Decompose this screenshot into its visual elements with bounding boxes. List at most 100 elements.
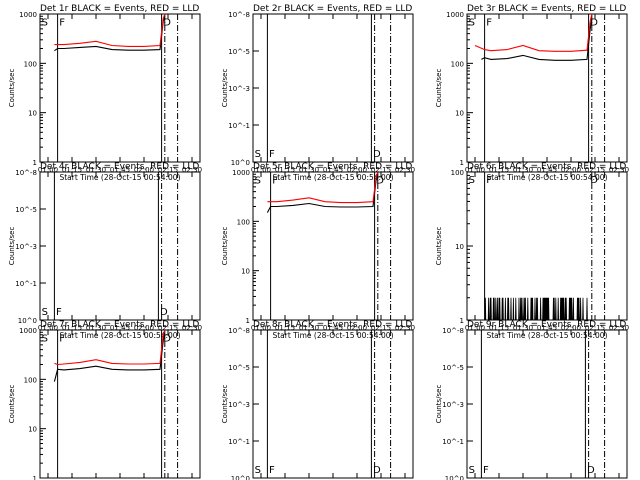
x-axis-label: Start Time (28-Oct-15 00:54:00) (486, 331, 607, 340)
plot-frame (466, 13, 628, 163)
y-axis-label: Counts/sec (221, 227, 229, 266)
y-tick-label: 10^0 (231, 159, 250, 167)
x-tick-label: 01:30 (86, 166, 106, 174)
x-tick-label: 02:00 (347, 166, 367, 174)
x-tick-label: 02:00 (561, 324, 581, 332)
y-tick-label: 10^-5 (228, 364, 250, 372)
chart-title: Det 7r BLACK = Events, RED = LLD (40, 320, 199, 330)
chart-title: Det 8r BLACK = Events, RED = LLD (253, 320, 412, 330)
x-tick-label: 01:45 (323, 166, 343, 174)
marker-s: S (255, 149, 261, 160)
x-tick-label: 01:15 (62, 166, 82, 174)
marker-f: F (272, 176, 278, 187)
x-tick-label: 02:30 (182, 166, 202, 174)
y-tick-label: 10^-3 (228, 85, 250, 93)
x-tick-label: 02:15 (585, 166, 605, 174)
x-tick-label: 02:15 (158, 166, 178, 174)
x-axis-label: Start Time (28-Oct-15 00:54:00) (59, 331, 180, 340)
x-tick-label: 01:30 (513, 324, 533, 332)
plot-frame (252, 171, 414, 321)
x-tick-label: 01:30 (86, 324, 106, 332)
y-axis-label: Counts/sec (435, 69, 443, 108)
plot-frame (39, 13, 201, 163)
y-tick-label: 1000 (19, 11, 37, 19)
marker-s: S (42, 334, 48, 345)
y-axis-label: Counts/sec (8, 227, 16, 266)
y-tick-label: 10^-3 (228, 401, 250, 409)
series-line-lld (267, 171, 379, 204)
x-tick-label: 01:30 (513, 166, 533, 174)
x-tick-label: 01:15 (489, 324, 509, 332)
series-line-lld (54, 13, 166, 47)
y-tick-label: 10 (28, 110, 37, 118)
y-tick-label: 10^-5 (15, 206, 37, 214)
chart-panel-2: Det 2r BLACK = Events, RED = LLD 01:00 01:… (221, 4, 415, 182)
y-tick-label: 10^-8 (442, 327, 464, 335)
marker-s: S (42, 18, 48, 29)
y-axis-label: Counts/sec (435, 385, 443, 424)
y-axis-label: Counts/sec (221, 385, 229, 424)
x-tick-label: 02:15 (585, 324, 605, 332)
marker-f: F (483, 465, 489, 476)
y-tick-label: 10 (28, 426, 37, 434)
y-axis-label: Counts/sec (221, 69, 229, 108)
x-tick-label: 01:15 (489, 166, 509, 174)
plot-frame (252, 13, 414, 163)
x-tick-label: 01:00 (251, 166, 271, 174)
series-line-events (53, 334, 166, 382)
y-tick-label: 100 (237, 218, 250, 226)
chart-title: Det 1r BLACK = Events, RED = LLD (40, 4, 199, 14)
series-line-events (481, 18, 593, 61)
y-tick-label: 10^0 (231, 475, 250, 480)
chart-title: Det 2r BLACK = Events, RED = LLD (253, 4, 412, 14)
x-tick-label: 01:30 (299, 324, 319, 332)
x-tick-label: 02:30 (395, 324, 415, 332)
x-tick-label: 01:15 (275, 324, 295, 332)
marker-s: S (469, 18, 475, 29)
x-tick-label: 02:00 (561, 166, 581, 174)
x-tick-label: 01:00 (251, 324, 271, 332)
marker-s: S (469, 175, 475, 186)
marker-f: F (56, 307, 62, 318)
y-axis-label: Counts/sec (8, 385, 16, 424)
x-tick-label: 01:30 (299, 166, 319, 174)
y-tick-label: 100 (24, 376, 37, 384)
x-tick-label: 02:00 (134, 166, 154, 174)
y-tick-label: 10^-5 (228, 48, 250, 56)
y-axis-label: Counts/sec (435, 227, 443, 266)
x-tick-label: 01:00 (465, 166, 485, 174)
marker-f: F (59, 334, 65, 345)
y-tick-label: 10^-8 (228, 327, 250, 335)
y-tick-label: 10^-8 (228, 11, 250, 19)
y-tick-label: 10 (455, 243, 464, 251)
chart-panel-1: Det 1r BLACK = Events, RED = LLD 01:00 01:… (8, 4, 202, 182)
x-axis-label: Start Time (28-Oct-15 00:54:00) (272, 331, 393, 340)
x-tick-label: 02:30 (609, 324, 629, 332)
x-tick-label: 01:45 (323, 324, 343, 332)
y-tick-label: 1 (33, 159, 37, 167)
marker-f: F (269, 149, 275, 160)
y-tick-label: 1000 (446, 11, 464, 19)
chart-title: Det 6r BLACK = Events, RED = LLD (467, 162, 626, 172)
x-tick-label: 01:45 (110, 324, 130, 332)
y-tick-label: 1 (33, 475, 37, 480)
y-tick-label: 10^-3 (442, 401, 464, 409)
y-axis-label: Counts/sec (8, 69, 16, 108)
marker-d: D (590, 175, 598, 186)
marker-s: S (255, 465, 261, 476)
plot-frame (466, 329, 628, 479)
marker-f: F (59, 18, 65, 29)
y-tick-label: 100 (24, 60, 37, 68)
y-tick-label: 1 (246, 317, 250, 325)
marker-f: F (486, 175, 492, 186)
plot-frame (39, 329, 201, 479)
x-tick-label: 01:15 (275, 166, 295, 174)
y-tick-label: 100 (451, 169, 464, 177)
y-tick-label: 10^-1 (228, 122, 250, 130)
